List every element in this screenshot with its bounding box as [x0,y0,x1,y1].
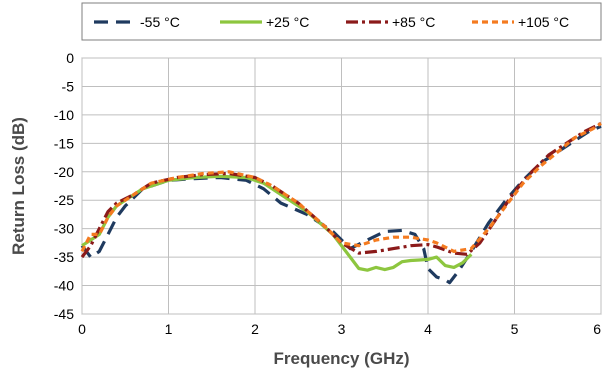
y-tick-label: -40 [54,278,74,294]
y-tick-label: -45 [54,306,74,322]
y-axis-title: Return Loss (dB) [9,117,28,255]
legend-label-0: -55 °C [140,14,180,30]
axes: 0-5-10-15-20-25-30-35-40-450 1 2 3 4 5 6 [54,50,601,337]
y-tick-label: -35 [54,249,74,265]
y-tick-label: -10 [54,107,74,123]
legend-label-3: +105 °C [518,14,569,30]
grid-lines [81,57,602,315]
legend: -55 °C +25 °C +85 °C +105 °C [81,2,602,41]
x-tick-label: 2 [251,321,259,337]
y-tick-label: -30 [54,221,74,237]
series-line-3 [80,122,602,253]
x-tick-label: 1 [165,321,173,337]
y-tick-label: 0 [66,50,74,66]
legend-box [81,2,602,41]
x-tick-label: 3 [338,321,346,337]
series-line-2 [80,121,602,259]
x-tick-label: 6 [593,321,601,337]
legend-label-1: +25 °C [266,14,309,30]
x-axis-title: Frequency (GHz) [273,349,409,368]
data-series [80,121,602,285]
y-tick-label: -25 [54,192,74,208]
legend-label-2: +85 °C [392,14,435,30]
x-tick-label: 4 [424,321,432,337]
x-tick-label: 0 [78,321,86,337]
y-tick-label: -15 [54,135,74,151]
y-tick-label: -5 [62,78,75,94]
y-tick-label: -20 [54,164,74,180]
x-tick-label: 5 [511,321,519,337]
